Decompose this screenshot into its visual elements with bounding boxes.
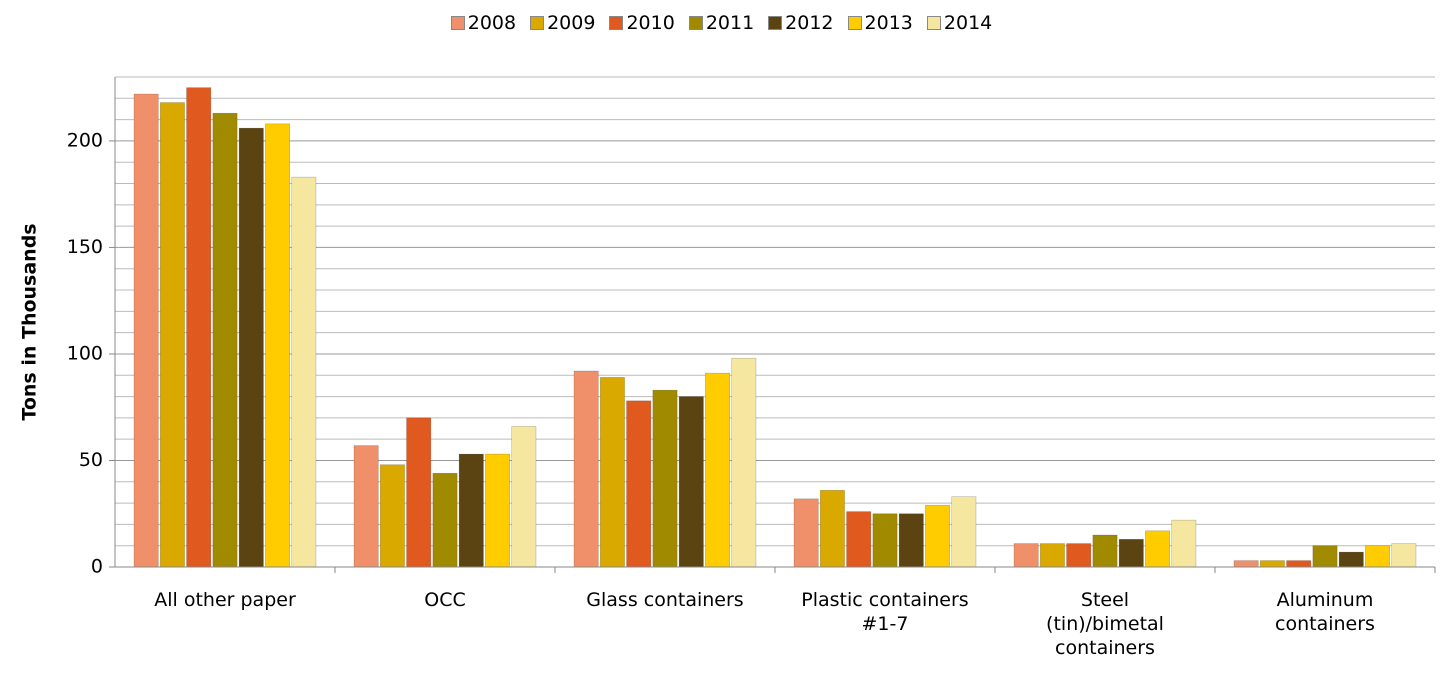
bar [925,504,951,568]
legend-item: 2010 [609,12,675,34]
legend-swatch [768,16,783,30]
y-tick-label: 100 [67,342,103,364]
bar [819,490,845,568]
y-tick-label: 150 [67,236,103,258]
x-tick-label: Aluminum containers [1275,589,1375,635]
bar [705,372,731,568]
legend-label: 2009 [547,12,596,34]
legend-swatch [847,16,862,30]
bar [573,370,599,568]
y-tick-label: 200 [67,129,103,151]
bar [238,127,264,568]
bar [1145,530,1171,568]
legend-swatch [609,16,624,30]
y-axis-label: Tons in Thousands [19,223,41,420]
legend-item: 2009 [530,12,595,34]
bar [133,93,159,568]
bar [1391,543,1417,568]
bar [1286,560,1312,568]
bar [626,400,652,568]
x-tick-label: Glass containers [586,589,744,611]
bar [1365,545,1391,568]
legend-item: 2012 [768,12,834,34]
bar [1338,551,1364,568]
bar [1118,539,1144,568]
x-tick-label: OCC [424,589,466,611]
legend-swatch [530,16,545,30]
legend-item: 2008 [450,12,517,34]
bar [485,453,511,568]
legend-label: 2010 [626,12,675,34]
bar [898,513,924,568]
legend-label: 2012 [785,12,834,34]
legend-label: 2014 [943,12,993,34]
bar [406,417,432,568]
y-tick-label: 0 [91,556,103,578]
bar [511,426,537,568]
bar [265,123,291,568]
bar [731,357,757,568]
bar [1066,543,1092,568]
bar [846,511,872,568]
x-tick-label: All other paper [154,589,296,611]
bar [159,102,185,568]
bar [1171,519,1197,568]
bar [1092,534,1118,568]
x-tick-label: Steel (tin)/bimetal containers [1046,589,1164,659]
legend-item: 2014 [926,12,993,34]
legend-label: 2008 [467,12,517,34]
bar [353,445,379,568]
bar [599,377,625,568]
bar [1233,560,1259,568]
bar [793,498,819,568]
legend-item: 2011 [688,12,755,34]
bar [652,389,678,568]
bar [951,496,977,568]
legend-swatch [926,16,941,30]
y-tick-label: 50 [79,449,103,471]
bar [1259,560,1285,568]
bar [1013,543,1039,568]
x-tick-label: Plastic containers #1-7 [801,589,969,635]
legend-swatch [688,16,703,30]
bar [678,396,704,568]
bar [379,464,405,568]
bar [432,472,458,568]
bar [186,87,212,568]
bar [458,453,484,568]
legend-swatch [450,16,465,30]
bar [212,112,238,568]
bar [872,513,898,568]
bar [1039,543,1065,568]
legend: 2008 2009 2010 2011 2012 2013 2014 [0,12,1443,34]
legend-label: 2013 [864,12,913,34]
bar [291,176,317,568]
bar [1312,545,1338,568]
legend-label: 2011 [705,12,755,34]
legend-item: 2013 [847,12,913,34]
